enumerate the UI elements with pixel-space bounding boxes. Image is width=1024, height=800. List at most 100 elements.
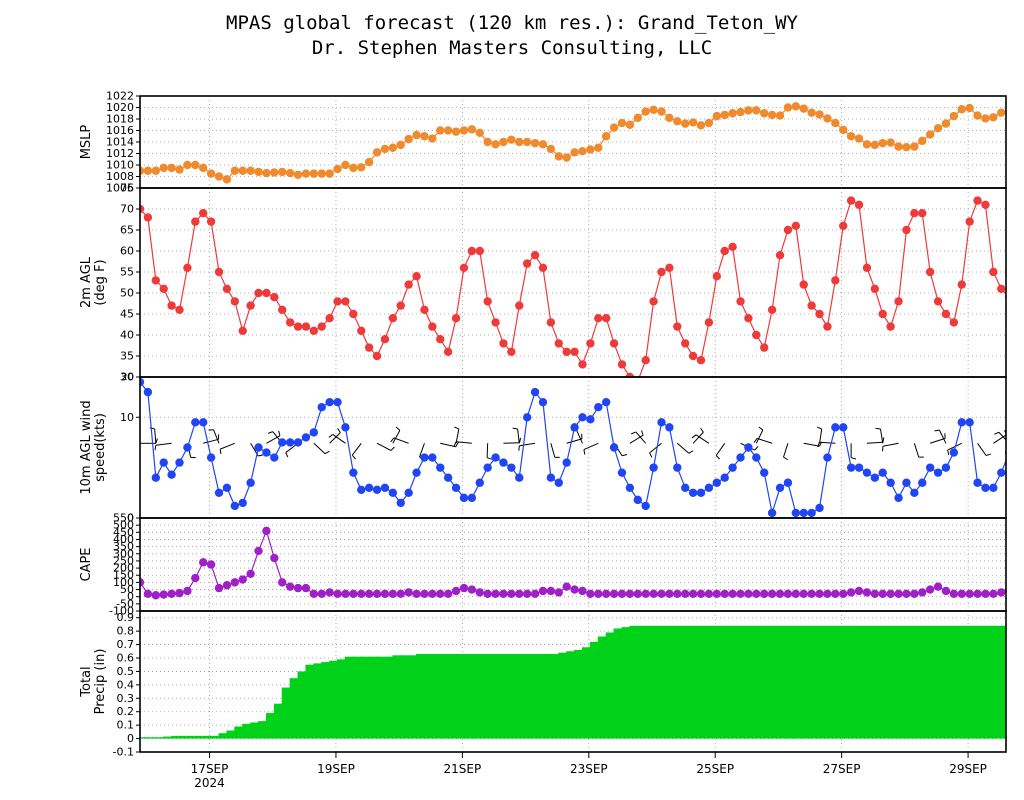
data-point bbox=[483, 589, 492, 599]
data-point bbox=[436, 335, 445, 344]
data-point bbox=[388, 488, 398, 498]
wind-barb-feather bbox=[994, 431, 1000, 435]
data-point bbox=[175, 588, 184, 598]
data-point bbox=[696, 121, 706, 130]
wind-barb-feather bbox=[219, 449, 222, 455]
data-point bbox=[839, 125, 848, 135]
data-point bbox=[333, 297, 342, 306]
wind-barb bbox=[576, 429, 583, 444]
precip-bar bbox=[313, 663, 323, 739]
data-point bbox=[586, 145, 595, 154]
data-point bbox=[341, 160, 350, 170]
data-point bbox=[870, 473, 880, 482]
data-point bbox=[807, 108, 816, 117]
data-point bbox=[925, 463, 935, 472]
y-tick-label: 60 bbox=[120, 245, 134, 258]
data-point bbox=[143, 589, 153, 599]
series-wind bbox=[140, 377, 1006, 518]
precip-bar bbox=[905, 625, 915, 739]
wind-barb-feather bbox=[390, 437, 395, 443]
y-tick-label: 1022 bbox=[106, 90, 134, 103]
data-point bbox=[254, 288, 263, 298]
data-point bbox=[886, 322, 895, 331]
data-point bbox=[767, 508, 777, 518]
data-point bbox=[649, 105, 658, 115]
series-temperature bbox=[140, 196, 1006, 377]
data-point bbox=[665, 113, 674, 123]
data-point bbox=[783, 589, 793, 599]
data-point bbox=[617, 589, 627, 599]
data-point bbox=[973, 589, 982, 599]
precip-bar bbox=[755, 625, 765, 739]
wind-barb bbox=[486, 443, 489, 458]
y-axis-label: 2m AGL bbox=[79, 256, 94, 308]
precip-bar bbox=[558, 652, 568, 739]
data-point bbox=[649, 463, 658, 472]
data-point bbox=[515, 301, 524, 310]
data-point bbox=[199, 418, 208, 427]
data-point bbox=[341, 297, 350, 306]
data-point bbox=[997, 108, 1006, 117]
y-tick-label: 400 bbox=[113, 533, 134, 546]
data-point bbox=[870, 284, 880, 293]
chart-subtitle: Dr. Stephen Masters Consulting, LLC bbox=[311, 37, 713, 59]
precip-bar bbox=[186, 735, 196, 739]
data-point bbox=[293, 583, 303, 593]
data-point bbox=[807, 301, 816, 310]
data-point bbox=[712, 478, 722, 487]
data-point bbox=[420, 305, 429, 314]
data-point bbox=[206, 169, 216, 178]
data-point bbox=[886, 589, 895, 599]
wind-barb-feather bbox=[754, 446, 759, 451]
y-tick-label: 50 bbox=[120, 287, 134, 300]
data-point bbox=[278, 305, 287, 314]
precip-bar bbox=[1017, 626, 1024, 739]
data-point bbox=[973, 196, 982, 205]
data-point bbox=[752, 453, 761, 462]
data-point bbox=[862, 468, 872, 477]
data-point bbox=[594, 589, 603, 599]
precip-bar bbox=[708, 625, 718, 739]
data-point bbox=[333, 589, 342, 599]
data-point bbox=[140, 578, 145, 587]
data-point bbox=[238, 326, 247, 335]
precip-bar bbox=[510, 653, 520, 739]
precip-bar bbox=[265, 713, 275, 739]
wind-barb-feather bbox=[882, 437, 885, 443]
wind-barb-feather bbox=[783, 456, 789, 461]
data-point bbox=[854, 134, 864, 143]
data-point bbox=[483, 463, 492, 472]
data-point bbox=[823, 453, 832, 462]
data-point bbox=[246, 166, 255, 175]
data-point bbox=[325, 169, 334, 178]
data-point bbox=[823, 114, 832, 123]
data-point bbox=[372, 589, 382, 599]
data-point bbox=[143, 213, 153, 222]
precip-bar bbox=[945, 625, 955, 739]
data-point bbox=[744, 443, 753, 452]
precip-bar bbox=[163, 736, 173, 739]
wind-barb-feather bbox=[691, 434, 697, 439]
data-point bbox=[191, 418, 200, 427]
data-point bbox=[641, 356, 650, 365]
data-point bbox=[878, 138, 887, 148]
data-point bbox=[578, 586, 587, 596]
wind-barb-feather bbox=[700, 427, 704, 433]
data-point bbox=[309, 428, 319, 437]
data-point bbox=[499, 589, 508, 599]
precip-bar bbox=[929, 625, 939, 739]
data-point bbox=[886, 138, 895, 147]
data-point bbox=[633, 589, 642, 599]
data-point bbox=[254, 546, 263, 556]
wind-barb-feather bbox=[390, 446, 395, 451]
data-point bbox=[728, 109, 737, 118]
data-point bbox=[712, 111, 722, 121]
data-point bbox=[372, 351, 382, 361]
wind-barb bbox=[977, 443, 987, 456]
data-point bbox=[396, 498, 405, 508]
data-point bbox=[562, 347, 571, 356]
precip-bar bbox=[597, 636, 607, 739]
data-point bbox=[586, 589, 595, 599]
wind-barb-feather bbox=[934, 429, 940, 432]
data-point bbox=[728, 242, 737, 251]
